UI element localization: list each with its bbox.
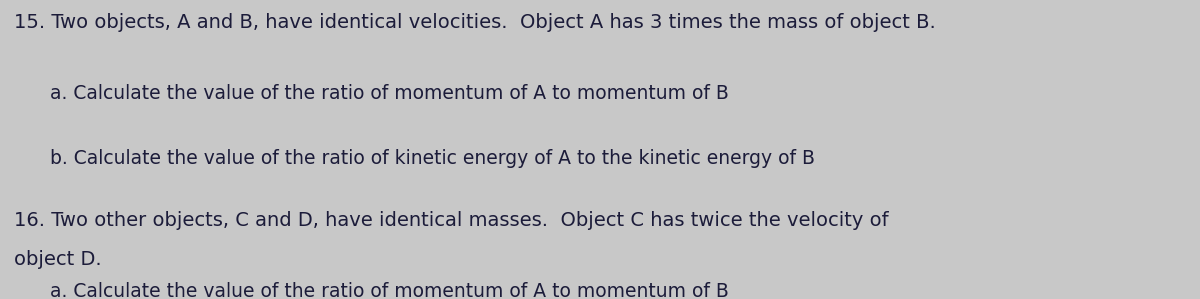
Text: 15. Two objects, A and B, have identical velocities.  Object A has 3 times the m: 15. Two objects, A and B, have identical… <box>14 13 936 33</box>
Text: object D.: object D. <box>14 250 102 269</box>
Text: 16. Two other objects, C and D, have identical masses.  Object C has twice the v: 16. Two other objects, C and D, have ide… <box>14 211 889 230</box>
Text: b. Calculate the value of the ratio of kinetic energy of A to the kinetic energy: b. Calculate the value of the ratio of k… <box>14 150 816 169</box>
Text: a. Calculate the value of the ratio of momentum of A to momentum of B: a. Calculate the value of the ratio of m… <box>14 282 730 299</box>
Text: a. Calculate the value of the ratio of momentum of A to momentum of B: a. Calculate the value of the ratio of m… <box>14 84 730 103</box>
